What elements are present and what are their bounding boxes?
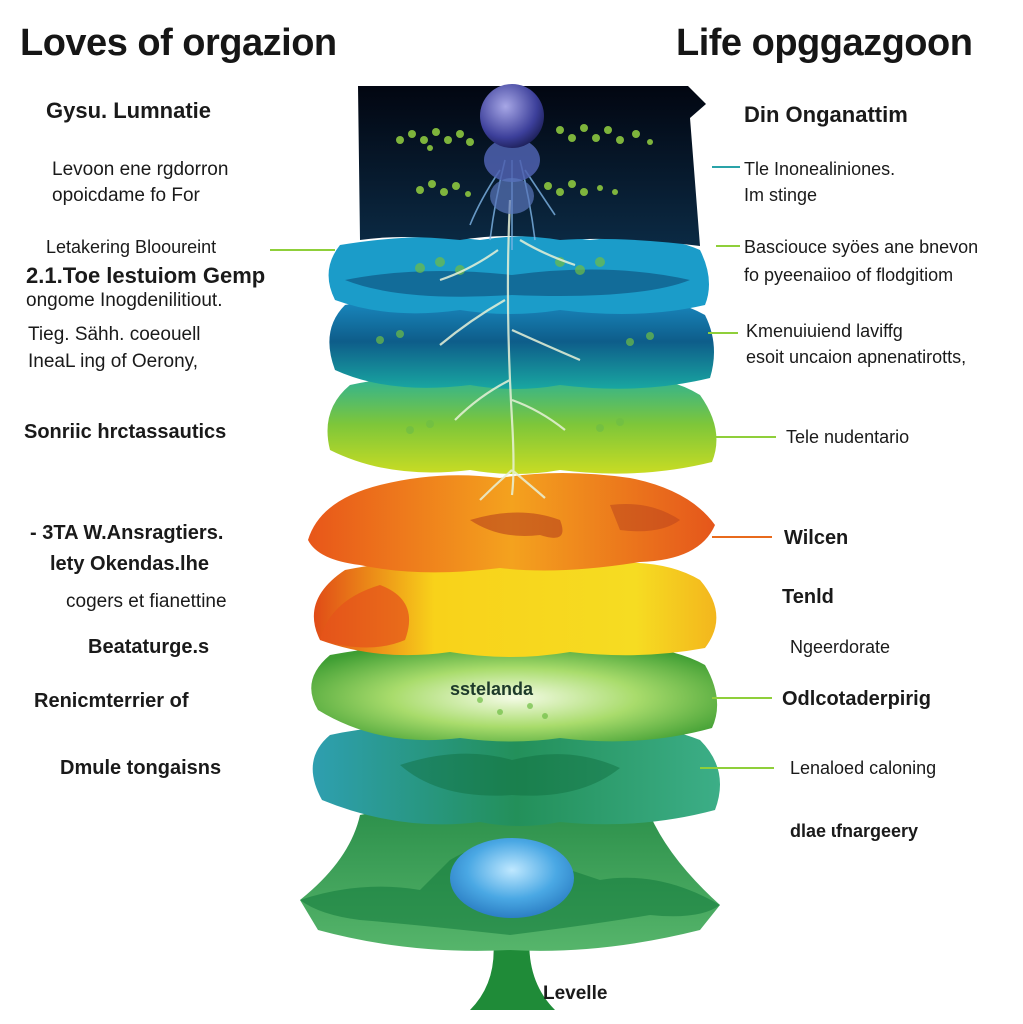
left-label-5: Sonriic hrctassautics (24, 421, 227, 443)
left-label-9: Dmule tongaisns (60, 757, 222, 779)
left-label-3b-text: 2.1.Toe lestuiom Gemp (26, 263, 266, 288)
title-left: Loves of orgazion (20, 22, 337, 64)
title-right: Life opggazgoon (676, 22, 973, 64)
center-label-middle: sstelanda (450, 679, 534, 699)
right-label-9: Odlcotaderpirig (782, 688, 931, 710)
center-label-bottom: Levelle (543, 983, 608, 1004)
left-label-4a: Tieg. Sähh. coeouell (28, 324, 201, 345)
left-label-8: Renicmterrier of (34, 690, 189, 712)
right-label-1: Din Onganattim (744, 102, 908, 127)
right-label-5: Tele nudentario (786, 427, 910, 447)
left-label-1: Gysu. Lumnatie (46, 98, 212, 123)
right-label-3a: Basciouce syöes ane bnevon (744, 237, 979, 257)
left-label-6c: cogers et fianettine (66, 591, 227, 612)
left-label-4b: IneaL ing of Oerony, (28, 351, 199, 372)
right-label-2b: Im stinge (744, 185, 818, 205)
right-label-2a: Tle Inonealiniones. (744, 159, 896, 179)
right-label-3b: fo pyeenaiioo of flodgitiom (744, 265, 954, 285)
right-label-8: Ngeerdorate (790, 637, 891, 657)
right-label-4b: esoit uncaion apnenatirotts, (746, 347, 967, 367)
right-label-11: dlae ɩfnargeery (790, 821, 919, 841)
left-label-3b: 2.1.Toe lestuiom Gemp (26, 262, 265, 291)
left-label-6a: - 3TA W.Ansragtiers. (30, 522, 224, 544)
right-label-4a: Kmenuiuiend laviffg (746, 321, 903, 341)
left-label-6b: lety Okendas.lhe (50, 553, 209, 575)
left-label-2a: Levoon ene rgdorron (52, 159, 229, 180)
left-label-3a: Letakering Blooureint (46, 237, 217, 257)
left-label-2b: opoicdame fo For (52, 185, 200, 206)
left-label-7: Beataturge.s (88, 636, 210, 658)
left-label-3c: ongome Inogdenilitiout. (26, 290, 223, 311)
right-label-10: Lenaloed caloning (790, 758, 937, 778)
right-label-7: Tenld (782, 586, 834, 608)
right-label-6: Wilcen (784, 527, 849, 549)
